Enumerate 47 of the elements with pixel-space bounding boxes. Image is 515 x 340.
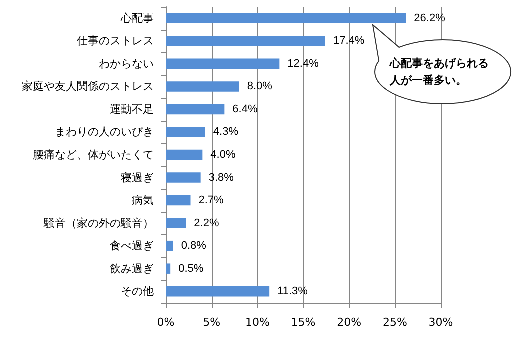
y-tick-label: わからない [99,57,154,70]
bar [166,58,280,70]
y-tick-label: 飲み過ぎ [110,262,154,276]
bar [166,264,171,274]
x-tick-label: 30% [428,316,454,329]
y-tick-label: 仕事のストレス [77,34,154,48]
data-label: 6.4% [232,103,258,116]
bar [166,36,326,46]
y-tick-label: 寝過ぎ [121,171,154,184]
bar [166,286,270,297]
bar [166,195,191,206]
data-label: 11.3% [278,286,308,298]
data-label: 12.4% [288,58,320,70]
y-tick-label: その他 [121,285,154,298]
bar [166,104,225,115]
bar [166,172,201,183]
bar [166,13,406,24]
x-tick-label: 10% [245,316,270,329]
data-label: 0.8% [181,240,207,252]
x-tick-label: 20% [337,316,362,329]
annotation: 心配事をあげられる人が一番多い。 [390,56,490,89]
bar [166,127,206,138]
data-label: 17.4% [334,35,365,48]
x-tick-label: 25% [382,316,408,329]
data-label: 26.2% [414,12,446,24]
y-tick-label: 心配事 [120,12,154,25]
data-label: 2.7% [198,194,224,207]
y-tick-label: 腰痛など、体がいたくて [33,148,154,162]
bar [166,218,186,228]
y-tick-label: 家庭や友人関係のストレス [22,80,154,94]
x-tick-label: 0% [157,316,175,329]
x-tick-label: 5% [203,316,221,329]
y-tick-label: 病気 [132,194,154,208]
y-tick-label: 食べ過ぎ [110,240,154,253]
bar [166,150,203,160]
data-label: 4.0% [210,149,236,161]
data-label: 8.0% [247,80,273,93]
bar [166,82,240,92]
x-tick-label: 15% [291,316,316,329]
data-label: 4.3% [213,126,239,138]
data-label: 2.2% [194,217,220,230]
bar [166,240,174,252]
data-label: 3.8% [208,172,234,184]
data-label: 0.5% [178,262,204,275]
y-tick-label: 運動不足 [110,102,154,116]
y-tick-label: 騒音（家の外の騒音） [43,216,154,230]
y-tick-label: まわりの人のいびき [55,126,154,139]
